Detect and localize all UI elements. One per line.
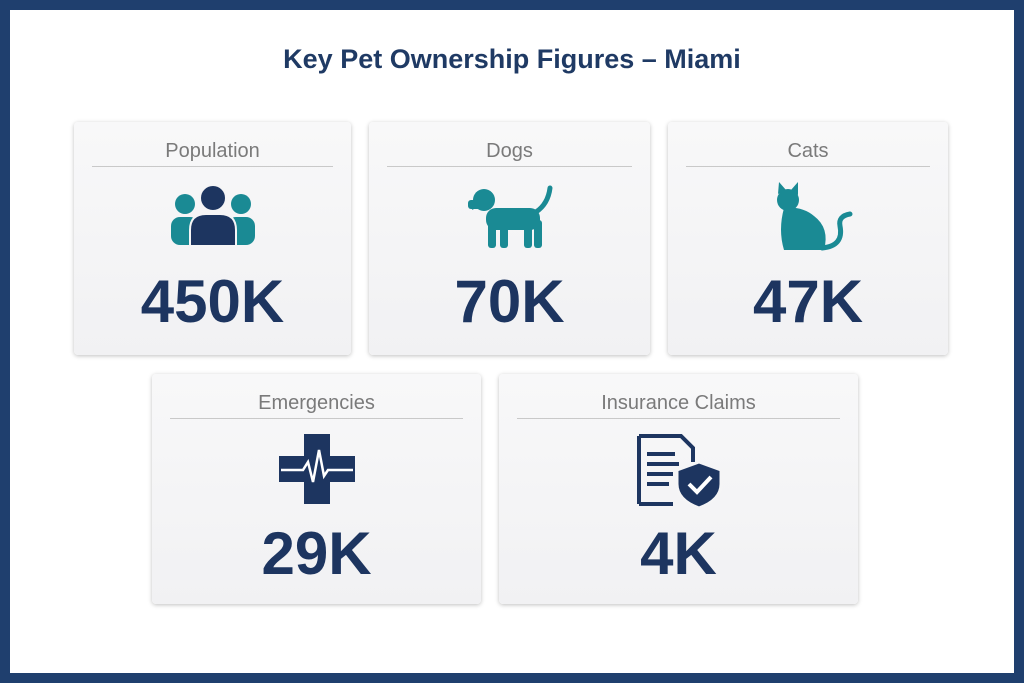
card: Cats 47K [668, 122, 948, 355]
card-value: 450K [140, 268, 285, 335]
card-value: 70K [454, 268, 565, 335]
card-label: Cats [787, 140, 829, 162]
card-value: 4K [640, 520, 717, 587]
title: Key Pet Ownership Figures – Miami [283, 44, 741, 74]
card: Emergencies 29K [152, 374, 481, 604]
divider [517, 418, 840, 419]
population-icon [170, 184, 255, 247]
card-label: Insurance Claims [601, 392, 756, 414]
insurance-icon [636, 434, 722, 507]
cat-icon [777, 182, 853, 251]
card-label: Emergencies [258, 392, 375, 414]
emergency-icon [278, 434, 355, 504]
card-label: Population [165, 140, 260, 162]
card: Population 450K [74, 122, 351, 355]
card: Dogs 70K [369, 122, 650, 355]
dog-icon [467, 185, 552, 248]
card: Insurance Claims 4K [499, 374, 858, 604]
divider [170, 418, 463, 419]
divider [387, 166, 632, 167]
divider [686, 166, 930, 167]
card-label: Dogs [486, 140, 533, 162]
divider [92, 166, 333, 167]
card-value: 29K [261, 520, 372, 587]
card-value: 47K [752, 268, 864, 335]
